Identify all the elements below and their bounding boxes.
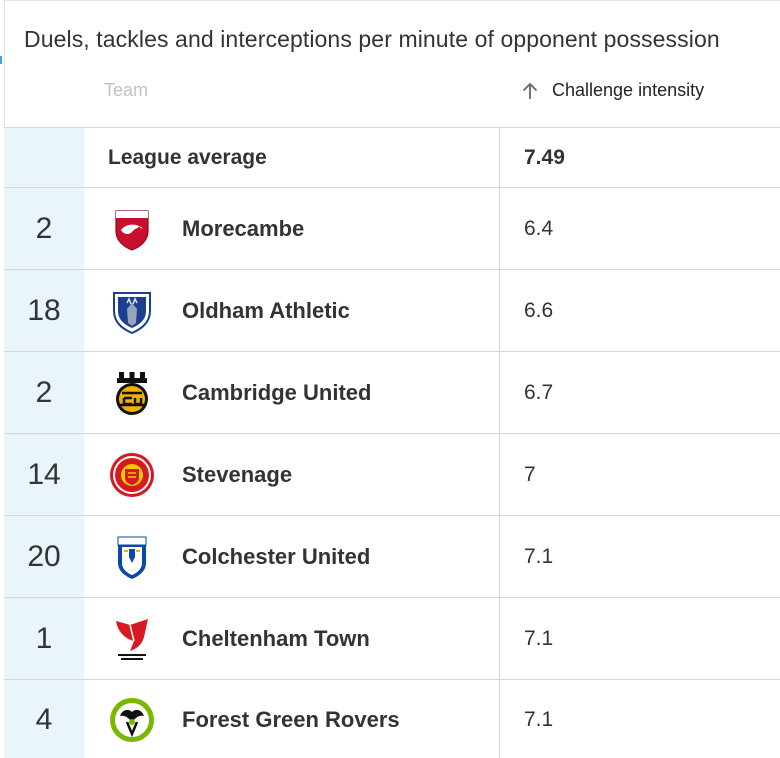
accent-mark (0, 56, 2, 64)
column-header-team[interactable]: Team (104, 80, 149, 100)
rank-cell: 2 (4, 188, 84, 269)
table-row[interactable]: 2 Cambridge United 6.7 (4, 351, 780, 433)
team-name[interactable]: Oldham Athletic (182, 297, 350, 323)
page-title: Duels, tackles and interceptions per min… (24, 26, 720, 52)
column-divider (499, 270, 500, 351)
forest-green-crest-icon (108, 696, 156, 744)
column-divider (499, 516, 500, 597)
rank-cell: 1 (4, 598, 84, 679)
table-row[interactable]: 14 Stevenage 7 (4, 433, 780, 515)
team-name[interactable]: Colchester United (182, 543, 371, 569)
team-name[interactable]: Forest Green Rovers (182, 707, 400, 732)
morecambe-crest-icon (108, 205, 156, 253)
team-name[interactable]: Morecambe (182, 215, 305, 241)
challenge-intensity-value: 7.1 (524, 626, 554, 650)
team-name[interactable]: Stevenage (182, 461, 293, 487)
stevenage-crest-icon (108, 451, 156, 499)
challenge-intensity-value: 6.6 (524, 298, 554, 322)
column-divider (499, 598, 500, 679)
team-name[interactable]: Cheltenham Town (182, 625, 370, 651)
table-row[interactable]: 18 Oldham Athletic 6.6 (4, 269, 780, 351)
rank-cell: 4 (4, 680, 84, 758)
table-row[interactable]: 1 Cheltenham Town 7.1 (4, 597, 780, 679)
column-header-challenge-intensity[interactable]: Challenge intensity (520, 80, 704, 101)
table-row[interactable]: 4 Forest Green Rovers 7.1 (4, 679, 780, 758)
challenge-intensity-value: 7.1 (524, 544, 554, 568)
column-divider (499, 434, 500, 515)
column-header-label: Challenge intensity (552, 80, 705, 100)
challenge-intensity-value: 6.4 (524, 216, 554, 240)
table-row[interactable]: 2 Morecambe 6.4 (4, 187, 780, 269)
stats-table: League average 7.49 2 Morecambe 6.4 18 (4, 127, 780, 758)
rank-cell: 14 (4, 434, 84, 515)
rank-cell: 2 (4, 352, 84, 433)
cheltenham-crest-icon (108, 615, 156, 663)
team-name[interactable]: Cambridge United (182, 379, 372, 405)
column-divider (499, 352, 500, 433)
rank-cell: 18 (4, 270, 84, 351)
rank-cell: 20 (4, 516, 84, 597)
challenge-intensity-value: 7.1 (524, 708, 554, 731)
oldham-crest-icon (108, 287, 156, 335)
column-divider (499, 680, 500, 758)
column-divider (499, 128, 500, 187)
column-divider (499, 188, 500, 269)
league-average-value: 7.49 (524, 145, 565, 169)
rank-cell (4, 128, 84, 187)
league-average-row: League average 7.49 (4, 127, 780, 187)
table-row[interactable]: 20 Colchester United 7.1 (4, 515, 780, 597)
cambridge-crest-icon (108, 369, 156, 417)
arrow-up-icon (520, 81, 540, 101)
challenge-intensity-value: 6.7 (524, 380, 554, 404)
challenge-intensity-value: 7 (524, 462, 536, 486)
colchester-crest-icon (108, 533, 156, 581)
league-average-label: League average (108, 145, 267, 169)
